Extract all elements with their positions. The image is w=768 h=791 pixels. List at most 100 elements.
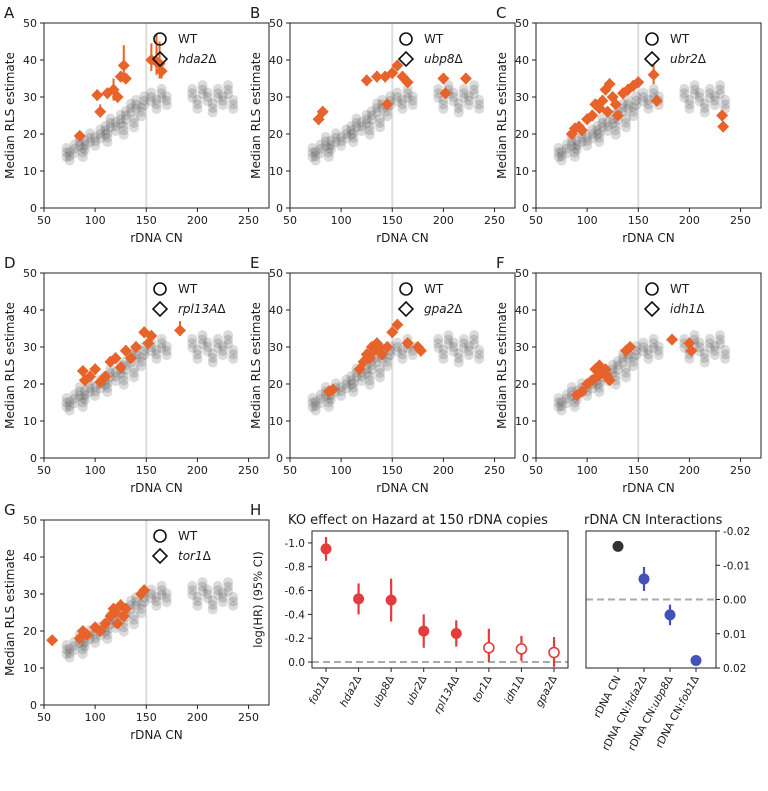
x-tick-label: fob1Δ xyxy=(307,673,332,706)
wt-point xyxy=(207,98,218,109)
wt-point xyxy=(715,89,726,100)
ko-point xyxy=(119,72,132,85)
wt-point xyxy=(228,94,239,105)
wt-point xyxy=(90,637,101,648)
x-tick-label: 200 xyxy=(187,214,208,227)
wt-point xyxy=(197,84,208,95)
ko-point xyxy=(46,634,59,647)
wt-point xyxy=(592,120,603,131)
wt-point xyxy=(382,111,393,122)
wt-point xyxy=(694,92,705,102)
wt-point xyxy=(217,91,228,102)
wt-point xyxy=(582,140,593,151)
wt-point xyxy=(582,131,593,142)
wt-point xyxy=(69,640,80,651)
wt-point xyxy=(469,339,480,350)
wt-point xyxy=(331,128,342,139)
wt-point xyxy=(704,92,715,103)
wt-point xyxy=(348,382,359,393)
wt-point xyxy=(375,367,385,378)
wt-point xyxy=(202,584,213,595)
wt-point xyxy=(720,344,731,355)
wt-point xyxy=(561,148,572,159)
wt-point xyxy=(156,88,167,99)
wt-point xyxy=(129,367,139,378)
axes-frame xyxy=(289,22,516,209)
wt-point xyxy=(469,84,480,95)
wt-point xyxy=(212,83,223,94)
wt-point xyxy=(623,103,634,114)
wt-point xyxy=(402,88,413,99)
wt-point xyxy=(61,151,72,162)
wt-point xyxy=(207,604,218,615)
wt-point xyxy=(397,103,408,114)
wt-point xyxy=(310,151,321,162)
wt-point xyxy=(85,137,96,148)
y-tick-label: 0 xyxy=(276,202,283,215)
wt-point xyxy=(448,346,459,357)
legend-label-wt: WT xyxy=(670,282,690,296)
ko-point xyxy=(119,344,132,357)
wt-point xyxy=(587,129,598,139)
wt-point xyxy=(102,387,113,398)
wt-point xyxy=(139,100,150,111)
wt-point xyxy=(202,96,213,107)
wt-point xyxy=(448,87,459,98)
wt-point xyxy=(197,339,208,350)
wt-point xyxy=(156,83,167,94)
wt-point xyxy=(720,349,731,360)
wt-point xyxy=(364,375,375,386)
wt-point xyxy=(102,382,113,393)
x-axis-label: rDNA CN xyxy=(622,481,675,495)
x-tick-label: 150 xyxy=(382,464,403,477)
ko-point xyxy=(84,370,97,383)
wt-point xyxy=(223,80,234,91)
wt-point xyxy=(77,143,88,154)
y-tick-label: 20 xyxy=(23,378,37,391)
axes-frame xyxy=(311,530,569,669)
wt-point xyxy=(348,378,359,389)
wt-point xyxy=(371,107,382,118)
wt-point xyxy=(341,133,352,144)
ko-point xyxy=(603,374,616,387)
wt-point xyxy=(336,390,347,401)
wt-point xyxy=(64,155,75,166)
wt-point xyxy=(443,80,454,91)
wt-point xyxy=(577,132,588,143)
wt-point xyxy=(392,96,403,107)
wt-point xyxy=(561,143,572,154)
wt-point xyxy=(699,348,710,359)
wt-point xyxy=(156,342,167,353)
wt-point xyxy=(474,344,485,355)
wt-point xyxy=(392,87,403,98)
wt-point xyxy=(74,386,85,397)
wt-point xyxy=(228,596,239,607)
wt-point xyxy=(202,87,213,98)
wt-point xyxy=(120,110,131,121)
wt-point xyxy=(336,140,347,151)
wt-point xyxy=(561,393,572,404)
x-tick-label: hda2Δ xyxy=(338,673,365,709)
ko-point xyxy=(603,78,616,91)
axes-frame xyxy=(535,22,762,209)
wt-point xyxy=(197,80,208,91)
wt-point xyxy=(197,334,208,345)
wt-point xyxy=(382,361,393,372)
wt-point xyxy=(85,387,96,398)
wt-point xyxy=(310,155,321,166)
wt-point xyxy=(628,352,639,363)
wt-point xyxy=(592,125,603,136)
legend-label-wt: WT xyxy=(178,32,198,46)
wt-point xyxy=(628,106,639,117)
wt-point xyxy=(699,353,710,364)
ko-point xyxy=(601,105,614,118)
x-tick-label: 50 xyxy=(37,464,51,477)
wt-point xyxy=(474,353,485,364)
wt-point xyxy=(223,330,234,341)
x-tick-label: ubp8Δ xyxy=(370,673,397,709)
wt-point xyxy=(594,387,605,398)
y-tick-label: 0 xyxy=(30,452,37,465)
wt-point xyxy=(323,151,334,162)
wt-point xyxy=(571,135,582,146)
